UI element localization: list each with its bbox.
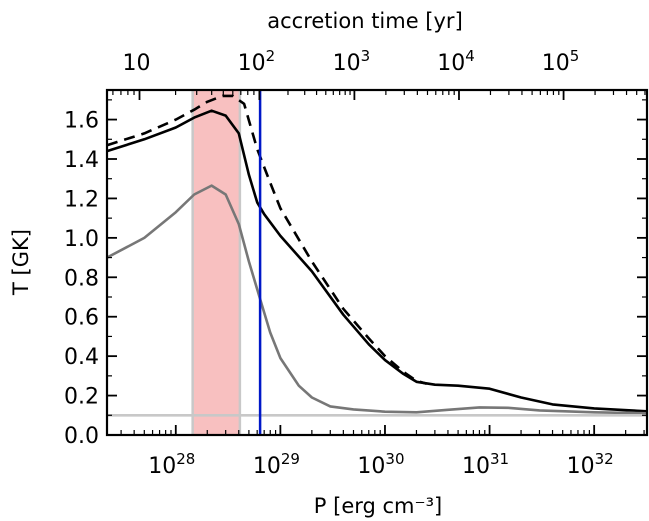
y-tick-label: 0.0 [64,424,99,449]
y-tick-label: 1.6 [64,109,99,134]
top-tick-label: 10 [123,51,151,76]
plot-frame [105,88,649,437]
series-line-2 [107,94,427,385]
top-tick-label: 102 [238,47,276,76]
top-tick-label: 104 [437,47,475,76]
y-tick-label: 1.4 [64,148,99,173]
series-line-1 [107,109,647,413]
y-tick-label: 0.4 [64,345,99,370]
x-tick-label: 1031 [462,450,509,479]
y-axis-title: T [GK] [9,229,33,296]
top-tick-label: 105 [542,47,580,76]
series-line-3 [107,184,647,415]
tick-layer [107,90,647,436]
top-axis-title: accretion time [yr] [267,9,463,33]
y-tick-label: 1.2 [64,187,99,212]
x-tick-label: 1032 [567,450,614,479]
x-axis-title: P [erg cm⁻³] [314,494,442,518]
shaded-band [192,90,240,435]
x-tick-label: 1028 [148,450,195,479]
series-layer [107,94,647,417]
x-tick-label: 1030 [357,450,404,479]
y-tick-label: 0.2 [64,385,99,410]
y-tick-label: 0.6 [64,306,99,331]
y-tick-label: 0.8 [64,266,99,291]
top-tick-label: 103 [333,47,371,76]
band-layer [191,90,242,435]
tick-label-layer: 1028 1029 1030 1031 1032 10 102 103 104 105 0.0 0.2… [64,47,614,479]
y-tick-label: 1.0 [64,227,99,252]
x-tick-label: 1029 [253,450,300,479]
